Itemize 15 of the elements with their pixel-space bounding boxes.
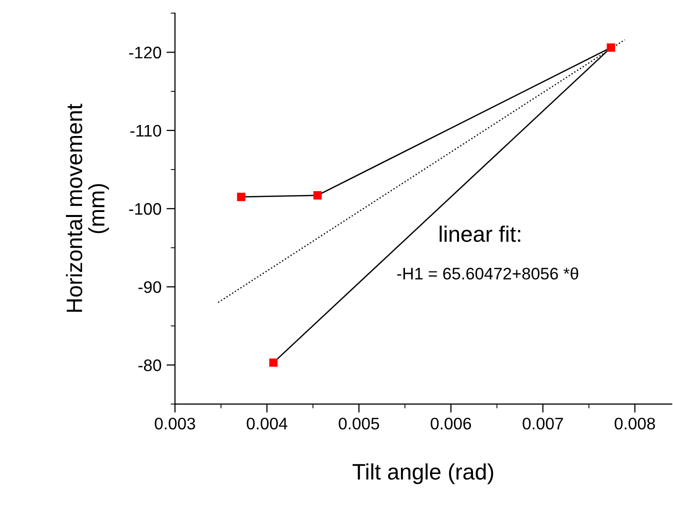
x-tick-label: 0.007 <box>522 418 563 430</box>
y-tick-label: -90 <box>138 281 162 294</box>
y-tick-label: -100 <box>129 203 162 215</box>
x-axis-title: Tilt angle (rad) <box>352 463 494 484</box>
annotation: -H1 = 65.60472+8056 *θ <box>397 267 578 280</box>
x-tick-label: 0.006 <box>430 418 472 430</box>
y-tick-label: -80 <box>138 359 162 372</box>
y-axis-title: Horizontal movement (mm) <box>66 104 109 312</box>
x-tick-label: 0.005 <box>338 418 380 430</box>
x-tick-label: 0.003 <box>154 418 196 430</box>
y-tick-label: -110 <box>130 124 162 137</box>
y-tick-label: -120 <box>129 46 162 58</box>
x-tick-label: 0.004 <box>246 418 288 430</box>
x-tick-label: 0.008 <box>614 418 655 430</box>
annotation: linear fit: <box>440 226 520 242</box>
